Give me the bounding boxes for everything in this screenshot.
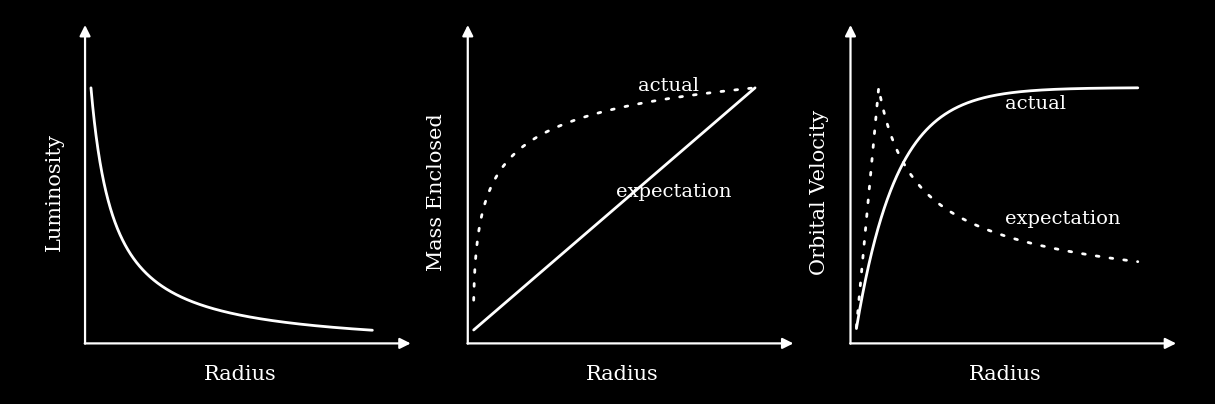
Text: Radius: Radius xyxy=(970,364,1041,384)
Text: actual: actual xyxy=(1006,95,1067,113)
Text: Orbital Velocity: Orbital Velocity xyxy=(810,109,829,275)
Text: Radius: Radius xyxy=(204,364,276,384)
Text: expectation: expectation xyxy=(616,183,731,201)
Text: Radius: Radius xyxy=(587,364,659,384)
Text: Luminosity: Luminosity xyxy=(45,133,63,251)
Text: Mass Enclosed: Mass Enclosed xyxy=(428,113,446,271)
Text: expectation: expectation xyxy=(1006,210,1121,228)
Text: actual: actual xyxy=(638,77,699,95)
